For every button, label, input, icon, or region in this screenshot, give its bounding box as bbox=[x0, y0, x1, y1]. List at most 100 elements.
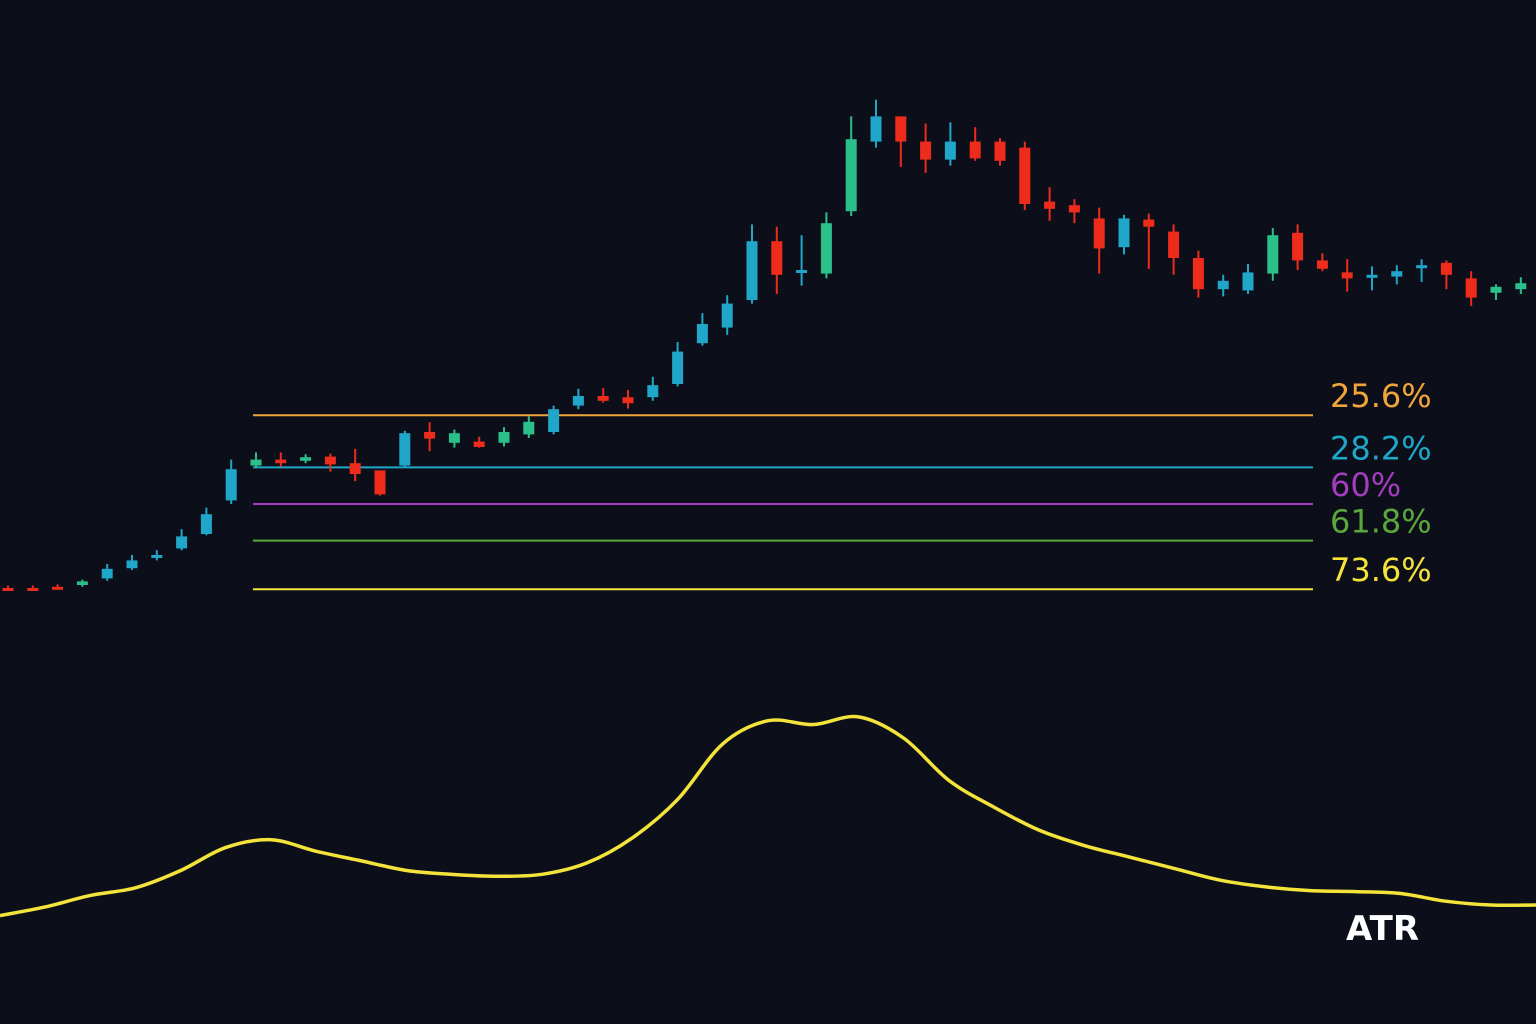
candle-body bbox=[1391, 271, 1403, 277]
candle bbox=[1366, 266, 1378, 291]
candle-body bbox=[1217, 280, 1229, 290]
candle bbox=[548, 405, 560, 435]
candle-body bbox=[424, 432, 436, 439]
candle bbox=[944, 122, 956, 166]
candle bbox=[870, 99, 882, 148]
candle bbox=[1093, 207, 1105, 274]
candle-body bbox=[250, 459, 262, 466]
candle-body bbox=[200, 514, 212, 534]
candles bbox=[2, 99, 1527, 591]
candle bbox=[200, 507, 212, 536]
candle-body bbox=[1044, 201, 1056, 209]
candle-body bbox=[225, 469, 237, 501]
candle-body bbox=[523, 421, 535, 435]
candle-body bbox=[324, 456, 336, 465]
candle-body bbox=[572, 396, 584, 406]
candle bbox=[647, 376, 659, 401]
candle bbox=[349, 448, 361, 482]
candle bbox=[771, 226, 783, 294]
candle-body bbox=[746, 241, 758, 300]
candle-body bbox=[647, 385, 659, 398]
candle bbox=[721, 295, 733, 335]
candle-body bbox=[1068, 205, 1080, 213]
candle-body bbox=[448, 433, 460, 443]
candle bbox=[324, 453, 336, 472]
fib-label: 61.8% bbox=[1330, 503, 1432, 541]
candle bbox=[572, 388, 584, 410]
candle-body bbox=[1416, 265, 1428, 269]
candle bbox=[1292, 224, 1304, 270]
candle bbox=[920, 123, 932, 173]
candle-body bbox=[1192, 258, 1204, 290]
candle bbox=[473, 436, 485, 448]
candle-body bbox=[275, 459, 287, 464]
candle bbox=[27, 585, 39, 591]
candle bbox=[1341, 259, 1353, 292]
candle-body bbox=[944, 141, 956, 160]
candle bbox=[2, 585, 14, 591]
candle-body bbox=[76, 581, 88, 585]
fib-level-61-8pct: 61.8% bbox=[253, 503, 1432, 542]
candle-body bbox=[920, 141, 932, 160]
candle bbox=[1118, 214, 1130, 255]
candle bbox=[225, 459, 237, 504]
candle-body bbox=[300, 457, 312, 461]
candle bbox=[76, 579, 88, 587]
candle bbox=[696, 313, 708, 346]
candle-body bbox=[399, 433, 411, 466]
candle-body bbox=[796, 270, 808, 273]
candle bbox=[994, 138, 1006, 166]
candle-body bbox=[1366, 274, 1378, 278]
candle-body bbox=[1515, 283, 1527, 290]
fib-label: 25.6% bbox=[1330, 377, 1432, 415]
candle bbox=[448, 429, 460, 448]
fib-label: 60% bbox=[1330, 466, 1401, 504]
candle bbox=[895, 116, 907, 167]
candle-body bbox=[176, 536, 188, 549]
candle-body bbox=[126, 560, 138, 569]
candle-body bbox=[151, 555, 163, 558]
candle-body bbox=[52, 586, 64, 590]
candle-body bbox=[672, 351, 684, 384]
candle bbox=[1490, 284, 1502, 300]
candle bbox=[300, 454, 312, 464]
candle-body bbox=[820, 223, 832, 274]
candle bbox=[126, 555, 138, 570]
candle-body bbox=[1019, 147, 1031, 204]
candle-body bbox=[696, 324, 708, 344]
candle-body bbox=[994, 141, 1006, 161]
candle bbox=[1267, 228, 1279, 281]
candle bbox=[796, 235, 808, 286]
candle bbox=[1143, 213, 1155, 269]
candle-body bbox=[1118, 218, 1130, 248]
candle-body bbox=[349, 463, 361, 474]
candle-body bbox=[895, 116, 907, 142]
candle-body bbox=[1316, 260, 1328, 269]
candle-body bbox=[473, 441, 485, 447]
candle bbox=[1416, 259, 1428, 282]
candle-body bbox=[1490, 286, 1502, 293]
candle-body bbox=[1143, 219, 1155, 227]
candle bbox=[275, 452, 287, 467]
candle bbox=[1391, 265, 1403, 285]
candle-body bbox=[1267, 235, 1279, 274]
candle bbox=[1465, 271, 1477, 306]
candle bbox=[523, 416, 535, 438]
candle bbox=[1515, 277, 1527, 294]
candle-body bbox=[27, 588, 39, 591]
fib-level-60pct: 60% bbox=[253, 466, 1401, 505]
candle-body bbox=[2, 588, 14, 591]
candle bbox=[498, 427, 510, 447]
candle bbox=[1192, 250, 1204, 298]
atr-label: ATR bbox=[1346, 909, 1419, 949]
candle bbox=[845, 116, 857, 216]
candle bbox=[622, 390, 634, 409]
candle bbox=[820, 212, 832, 279]
candle-body bbox=[597, 396, 609, 401]
candle-body bbox=[101, 568, 113, 579]
candle-body bbox=[548, 409, 560, 432]
candle-body bbox=[1341, 272, 1353, 279]
